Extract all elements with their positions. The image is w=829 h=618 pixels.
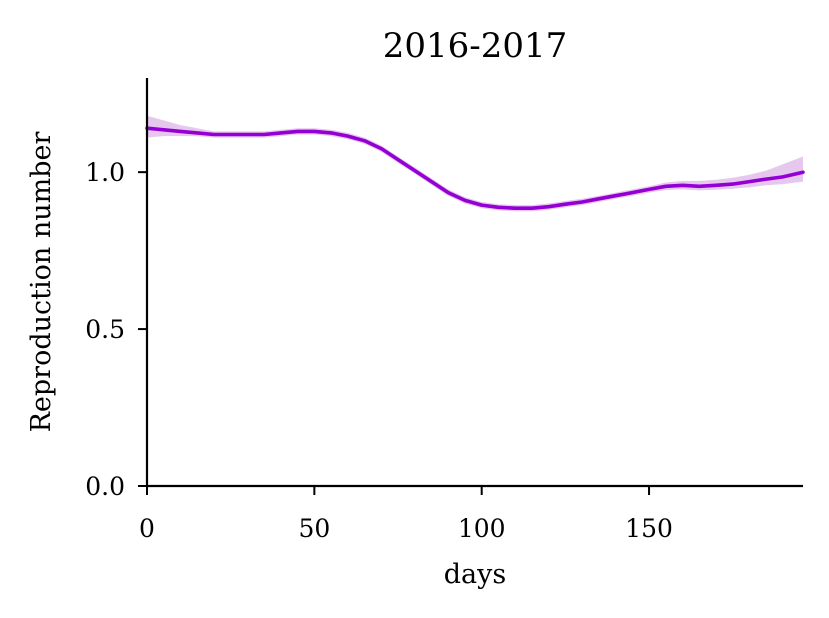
y-axis-label: Reproduction number: [26, 132, 57, 433]
x-tick-label: 0: [139, 514, 155, 543]
confidence-band-0: [147, 115, 803, 212]
x-axis-label: days: [444, 559, 507, 590]
x-tick-label: 100: [458, 514, 506, 543]
chart-title: 2016-2017: [383, 26, 568, 66]
y-tick-label: 0.5: [85, 315, 125, 344]
y-tick-label: 1.0: [85, 158, 125, 187]
y-axis-ticks: 0.0 0.5 1.0: [85, 158, 147, 501]
y-tick-label: 0.0: [85, 472, 125, 501]
x-tick-label: 50: [298, 514, 330, 543]
x-tick-label: 150: [625, 514, 673, 543]
plot-area: [145, 115, 805, 212]
series-line-0: [145, 126, 805, 210]
x-axis-ticks: 0 50 100 150: [139, 486, 673, 543]
